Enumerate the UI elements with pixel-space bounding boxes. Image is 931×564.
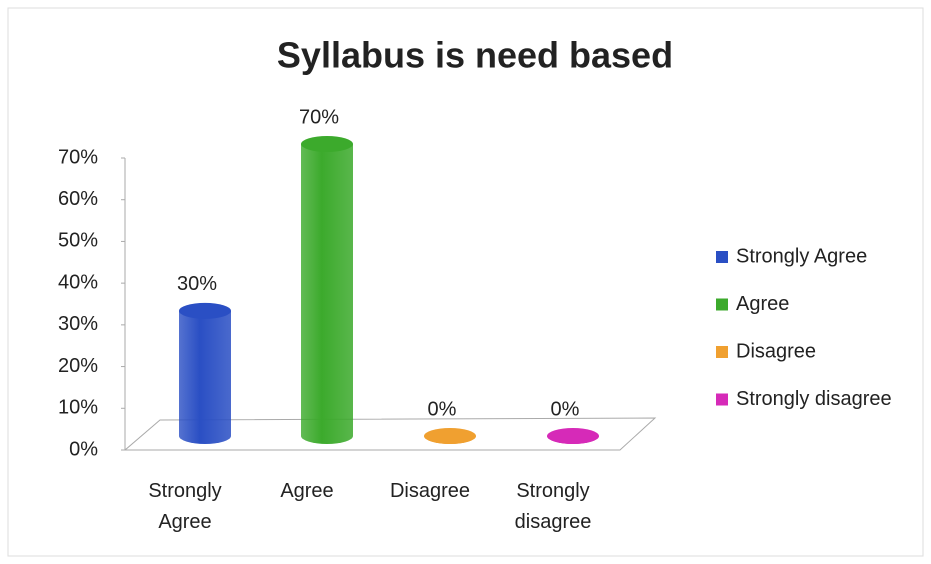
y-tick-label: 40% [58,271,98,293]
x-tick-label: Strongly Agree [148,480,222,533]
bar [301,136,353,444]
bar-top [301,136,353,152]
legend-swatch [716,298,728,311]
y-tick-label: 60% [58,188,98,210]
value-label: 0% [551,398,580,420]
x-tick-label: Strongly disagree [514,480,592,533]
legend-swatch [716,346,728,358]
bar-top [424,428,476,444]
bar-top [547,428,599,444]
bar [424,428,476,444]
legend-label: Disagree [736,340,816,362]
legend-label: Strongly Agree [736,245,867,267]
bar-body [301,144,353,444]
bar [179,302,231,444]
y-tick-label: 70% [58,146,98,168]
legend-label: Agree [736,293,789,315]
legend-label: Strongly disagree [736,388,892,410]
legend-swatch [716,251,728,263]
chart-frame [7,7,924,557]
y-tick-label: 10% [58,397,98,419]
bar [547,428,599,444]
y-tick-label: 0% [69,438,98,460]
y-tick-label: 30% [58,313,98,335]
floor [123,417,657,451]
y-tick-label: 20% [58,355,98,377]
value-label: 0% [428,398,457,420]
x-tick-label: Agree [280,480,334,502]
value-label: 70% [299,106,339,128]
y-tick-label: 50% [58,230,98,252]
chart-title: Syllabus is need based [277,35,673,76]
bar-body [179,310,231,444]
bar-top [179,302,231,319]
x-tick-label: Disagree [389,480,471,502]
value-label: 30% [177,273,217,295]
legend-swatch [716,393,728,406]
